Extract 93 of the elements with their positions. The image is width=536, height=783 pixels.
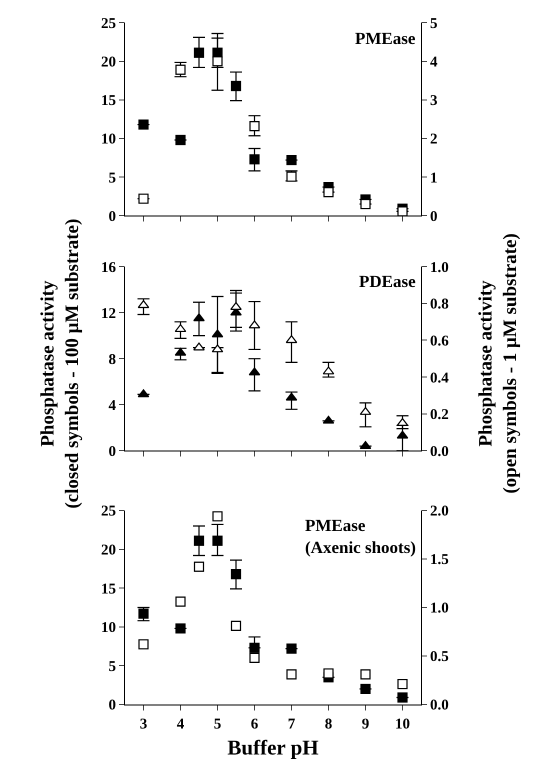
y2-tick-label: 3	[430, 93, 438, 110]
y2-tick-label: 0.5	[430, 649, 449, 666]
point	[323, 187, 334, 198]
y-tick-label: 15	[101, 581, 116, 598]
y-tick-label: 16	[101, 260, 116, 276]
point	[249, 642, 260, 653]
x-tick-label: 7	[288, 716, 296, 732]
y2-tick-label: 1.0	[430, 260, 449, 276]
y-tick-label: 8	[108, 352, 116, 368]
point	[286, 669, 297, 680]
point	[138, 389, 150, 398]
y-tick-label: 0	[108, 444, 116, 460]
point	[194, 536, 204, 546]
y-tick-label: 25	[101, 504, 116, 520]
point	[230, 620, 242, 631]
point	[249, 154, 260, 164]
y-tick-label: 10	[101, 620, 116, 636]
x-tick-label: 10	[395, 716, 410, 732]
text: PMEase (Axenic shoots)	[305, 516, 416, 558]
point	[175, 134, 186, 146]
y-tick-label: 15	[101, 93, 116, 110]
y-tick-label: 20	[101, 54, 116, 71]
y2-tick-label: 1.5	[430, 552, 449, 568]
y2-tick-label: 2	[430, 132, 438, 148]
point	[286, 392, 298, 401]
point	[212, 56, 223, 66]
y2-tick-label: 0	[430, 208, 438, 225]
x-tick-label: 6	[250, 716, 259, 732]
y-tick-label: 25	[101, 16, 116, 32]
point	[249, 121, 260, 132]
point	[322, 366, 334, 374]
x-tick-label: 5	[214, 716, 222, 732]
y-axis-title: Phosphatase activity (closed symbols - 100 μM substrate)	[37, 218, 84, 509]
y2-tick-label: 2.0	[430, 504, 449, 520]
y-tick-label: 12	[101, 306, 116, 322]
y-tick-label: 0	[108, 698, 116, 714]
x-tick-label: 4	[176, 716, 185, 732]
y-tick-label: 0	[108, 208, 116, 225]
y2-tick-label: 0.0	[430, 698, 449, 714]
y2-tick-label: 0.6	[430, 333, 450, 350]
point	[193, 313, 205, 322]
x-tick-label: 3	[140, 716, 148, 732]
point	[360, 669, 371, 680]
point	[322, 416, 334, 424]
point	[397, 678, 408, 690]
x-tick-label: 8	[324, 716, 332, 732]
point	[212, 511, 223, 522]
point	[138, 639, 149, 650]
y2-tick-label: 0.0	[430, 444, 449, 460]
y2-tick-label: 5	[430, 16, 438, 32]
point	[194, 562, 204, 572]
chart-title: PDEase	[359, 272, 416, 291]
y-tick-label: 5	[108, 658, 116, 675]
point	[174, 324, 186, 332]
point	[248, 320, 260, 328]
y2-axis-title: Phosphatase activity (open symbols - 1 μM substrate)	[475, 233, 522, 494]
point	[360, 198, 371, 210]
point	[323, 668, 334, 679]
point	[396, 430, 408, 439]
point	[138, 119, 149, 130]
point	[286, 643, 297, 654]
y2-tick-label: 1	[430, 170, 438, 186]
point	[212, 536, 223, 546]
y2-tick-label: 0.8	[430, 296, 449, 313]
y2-tick-label: 0.4	[430, 370, 450, 386]
point	[397, 692, 408, 703]
point	[360, 684, 371, 694]
point	[175, 596, 186, 607]
point	[360, 406, 372, 415]
point	[138, 300, 150, 308]
y2-tick-label: 1.0	[430, 600, 449, 617]
point	[212, 329, 224, 338]
point	[249, 652, 260, 664]
x-axis-title: Buffer pH	[227, 736, 319, 760]
point	[230, 80, 242, 92]
chart-title: PMEase	[355, 29, 416, 48]
y2-tick-label: 0.2	[430, 407, 449, 424]
point	[230, 302, 242, 310]
y-tick-label: 4	[108, 398, 116, 414]
point	[212, 344, 224, 352]
point	[175, 623, 186, 634]
y2-tick-label: 4	[430, 54, 438, 71]
y-tick-label: 10	[101, 132, 116, 148]
point	[248, 367, 260, 376]
x-tick-label: 9	[362, 716, 370, 732]
point	[230, 569, 242, 580]
point	[138, 194, 149, 204]
point	[286, 335, 298, 344]
y-tick-label: 5	[108, 170, 116, 186]
point	[286, 154, 297, 166]
point	[174, 348, 186, 356]
y-tick-label: 20	[101, 542, 116, 559]
point	[194, 48, 204, 58]
